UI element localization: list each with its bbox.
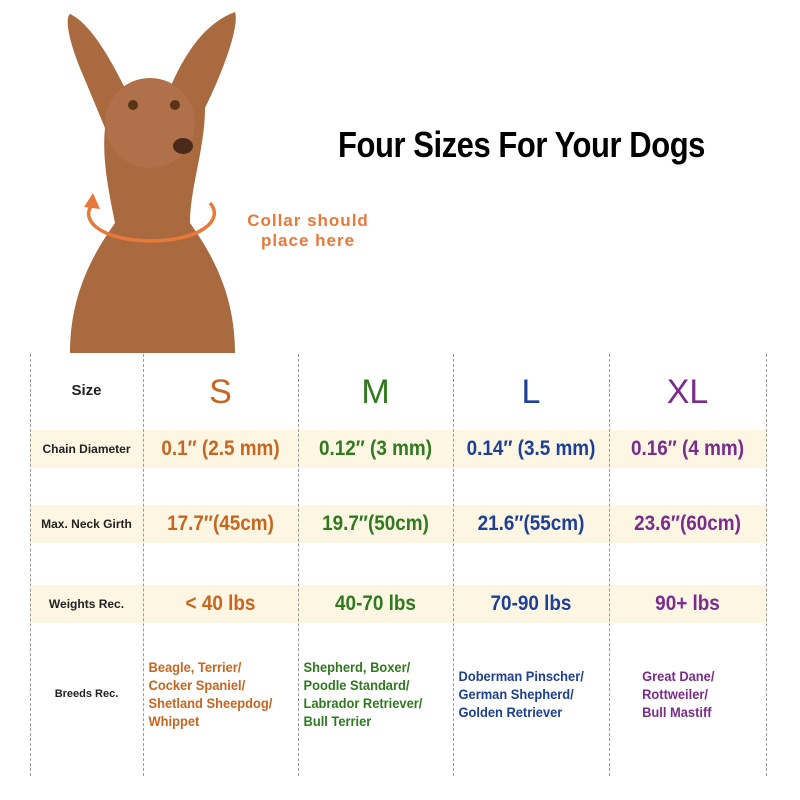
page-title: Four Sizes For Your Dogs [338, 124, 705, 165]
cell-xl-chain: 0.16″ (4 mm) [630, 437, 745, 460]
cell-l-neck: 21.6″(55cm) [477, 512, 585, 535]
divider [143, 354, 144, 776]
cell-l-chain: 0.14″ (3.5 mm) [466, 437, 596, 460]
cell-s-neck: 17.7″(45cm) [167, 512, 274, 535]
row-band [30, 505, 767, 543]
divider [30, 354, 31, 776]
row-label-neck: Max. Neck Girth [41, 517, 132, 531]
cell-xl-neck: 23.6″(60cm) [634, 512, 741, 535]
size-chart-table: Size Chain Diameter Max. Neck Girth Weig… [30, 354, 767, 776]
row-label-breeds: Breeds Rec. [54, 688, 119, 700]
cell-s-chain: 0.1″ (2.5 mm) [161, 437, 280, 460]
dog-photo [67, 12, 236, 353]
divider [298, 354, 299, 776]
collar-arrow-icon [84, 193, 217, 243]
cell-l-size: L [521, 372, 541, 411]
cell-m-weight: 40-70 lbs [335, 592, 416, 615]
cell-xl-weight: 90+ lbs [655, 592, 720, 615]
cell-l-weight: 70-90 lbs [490, 592, 572, 615]
divider [453, 354, 454, 776]
row-band [30, 585, 767, 623]
row-band [30, 430, 767, 468]
collar-note: Collar should place here [247, 211, 369, 250]
cell-s-size: S [209, 372, 232, 411]
cell-m-breeds: Shepherd, Boxer/ Poodle Standard/ Labrad… [303, 659, 423, 729]
cell-s-weight: < 40 lbs [185, 592, 256, 615]
cell-m-size: M [361, 372, 390, 411]
divider [609, 354, 610, 776]
cell-xl-size: XL [666, 372, 709, 411]
cell-m-chain: 0.12″ (3 mm) [318, 437, 433, 460]
cell-l-breeds: Doberman Pinscher/ German Shepherd/ Gold… [458, 668, 584, 720]
row-label-chain: Chain Diameter [42, 442, 131, 456]
cell-m-neck: 19.7″(50cm) [322, 512, 429, 535]
row-label-size: Size [71, 381, 102, 399]
cell-xl-breeds: Great Dane/ Rottweiler/ Bull Mastiff [642, 668, 715, 720]
divider [766, 354, 767, 776]
row-label-weight: Weights Rec. [48, 597, 125, 611]
cell-s-breeds: Beagle, Terrier/ Cocker Spaniel/ Shetlan… [148, 659, 273, 729]
